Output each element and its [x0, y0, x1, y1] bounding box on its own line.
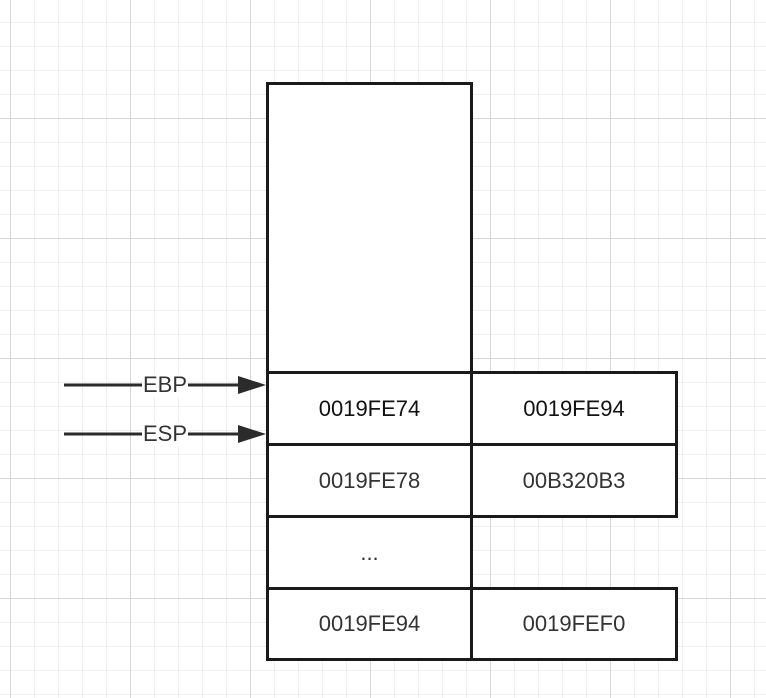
stack-row-1-address: 0019FE74 — [318, 395, 421, 421]
stack-row-2-value-cell — [470, 443, 678, 518]
stack-row-2-value: 00B320B3 — [522, 467, 626, 493]
stack-row-4-value-cell — [470, 587, 678, 661]
stack-top-empty-block — [266, 82, 473, 374]
esp-arrowhead-icon — [238, 425, 266, 443]
stack-row-3-address: ... — [360, 539, 379, 565]
ebp-arrowhead-icon — [238, 376, 266, 394]
esp-label: ESP — [142, 421, 189, 446]
stack-row-4-address: 0019FE94 — [318, 611, 421, 636]
stack-row-1-address-cell — [266, 371, 473, 446]
stack-row-4-address-cell — [266, 587, 473, 661]
stack-row-2-address: 0019FE78 — [318, 467, 421, 493]
ebp-label: EBP — [142, 372, 189, 397]
stack-row-1-value: 0019FE94 — [523, 395, 625, 421]
stack-row-4-value: 0019FEF0 — [522, 611, 626, 636]
